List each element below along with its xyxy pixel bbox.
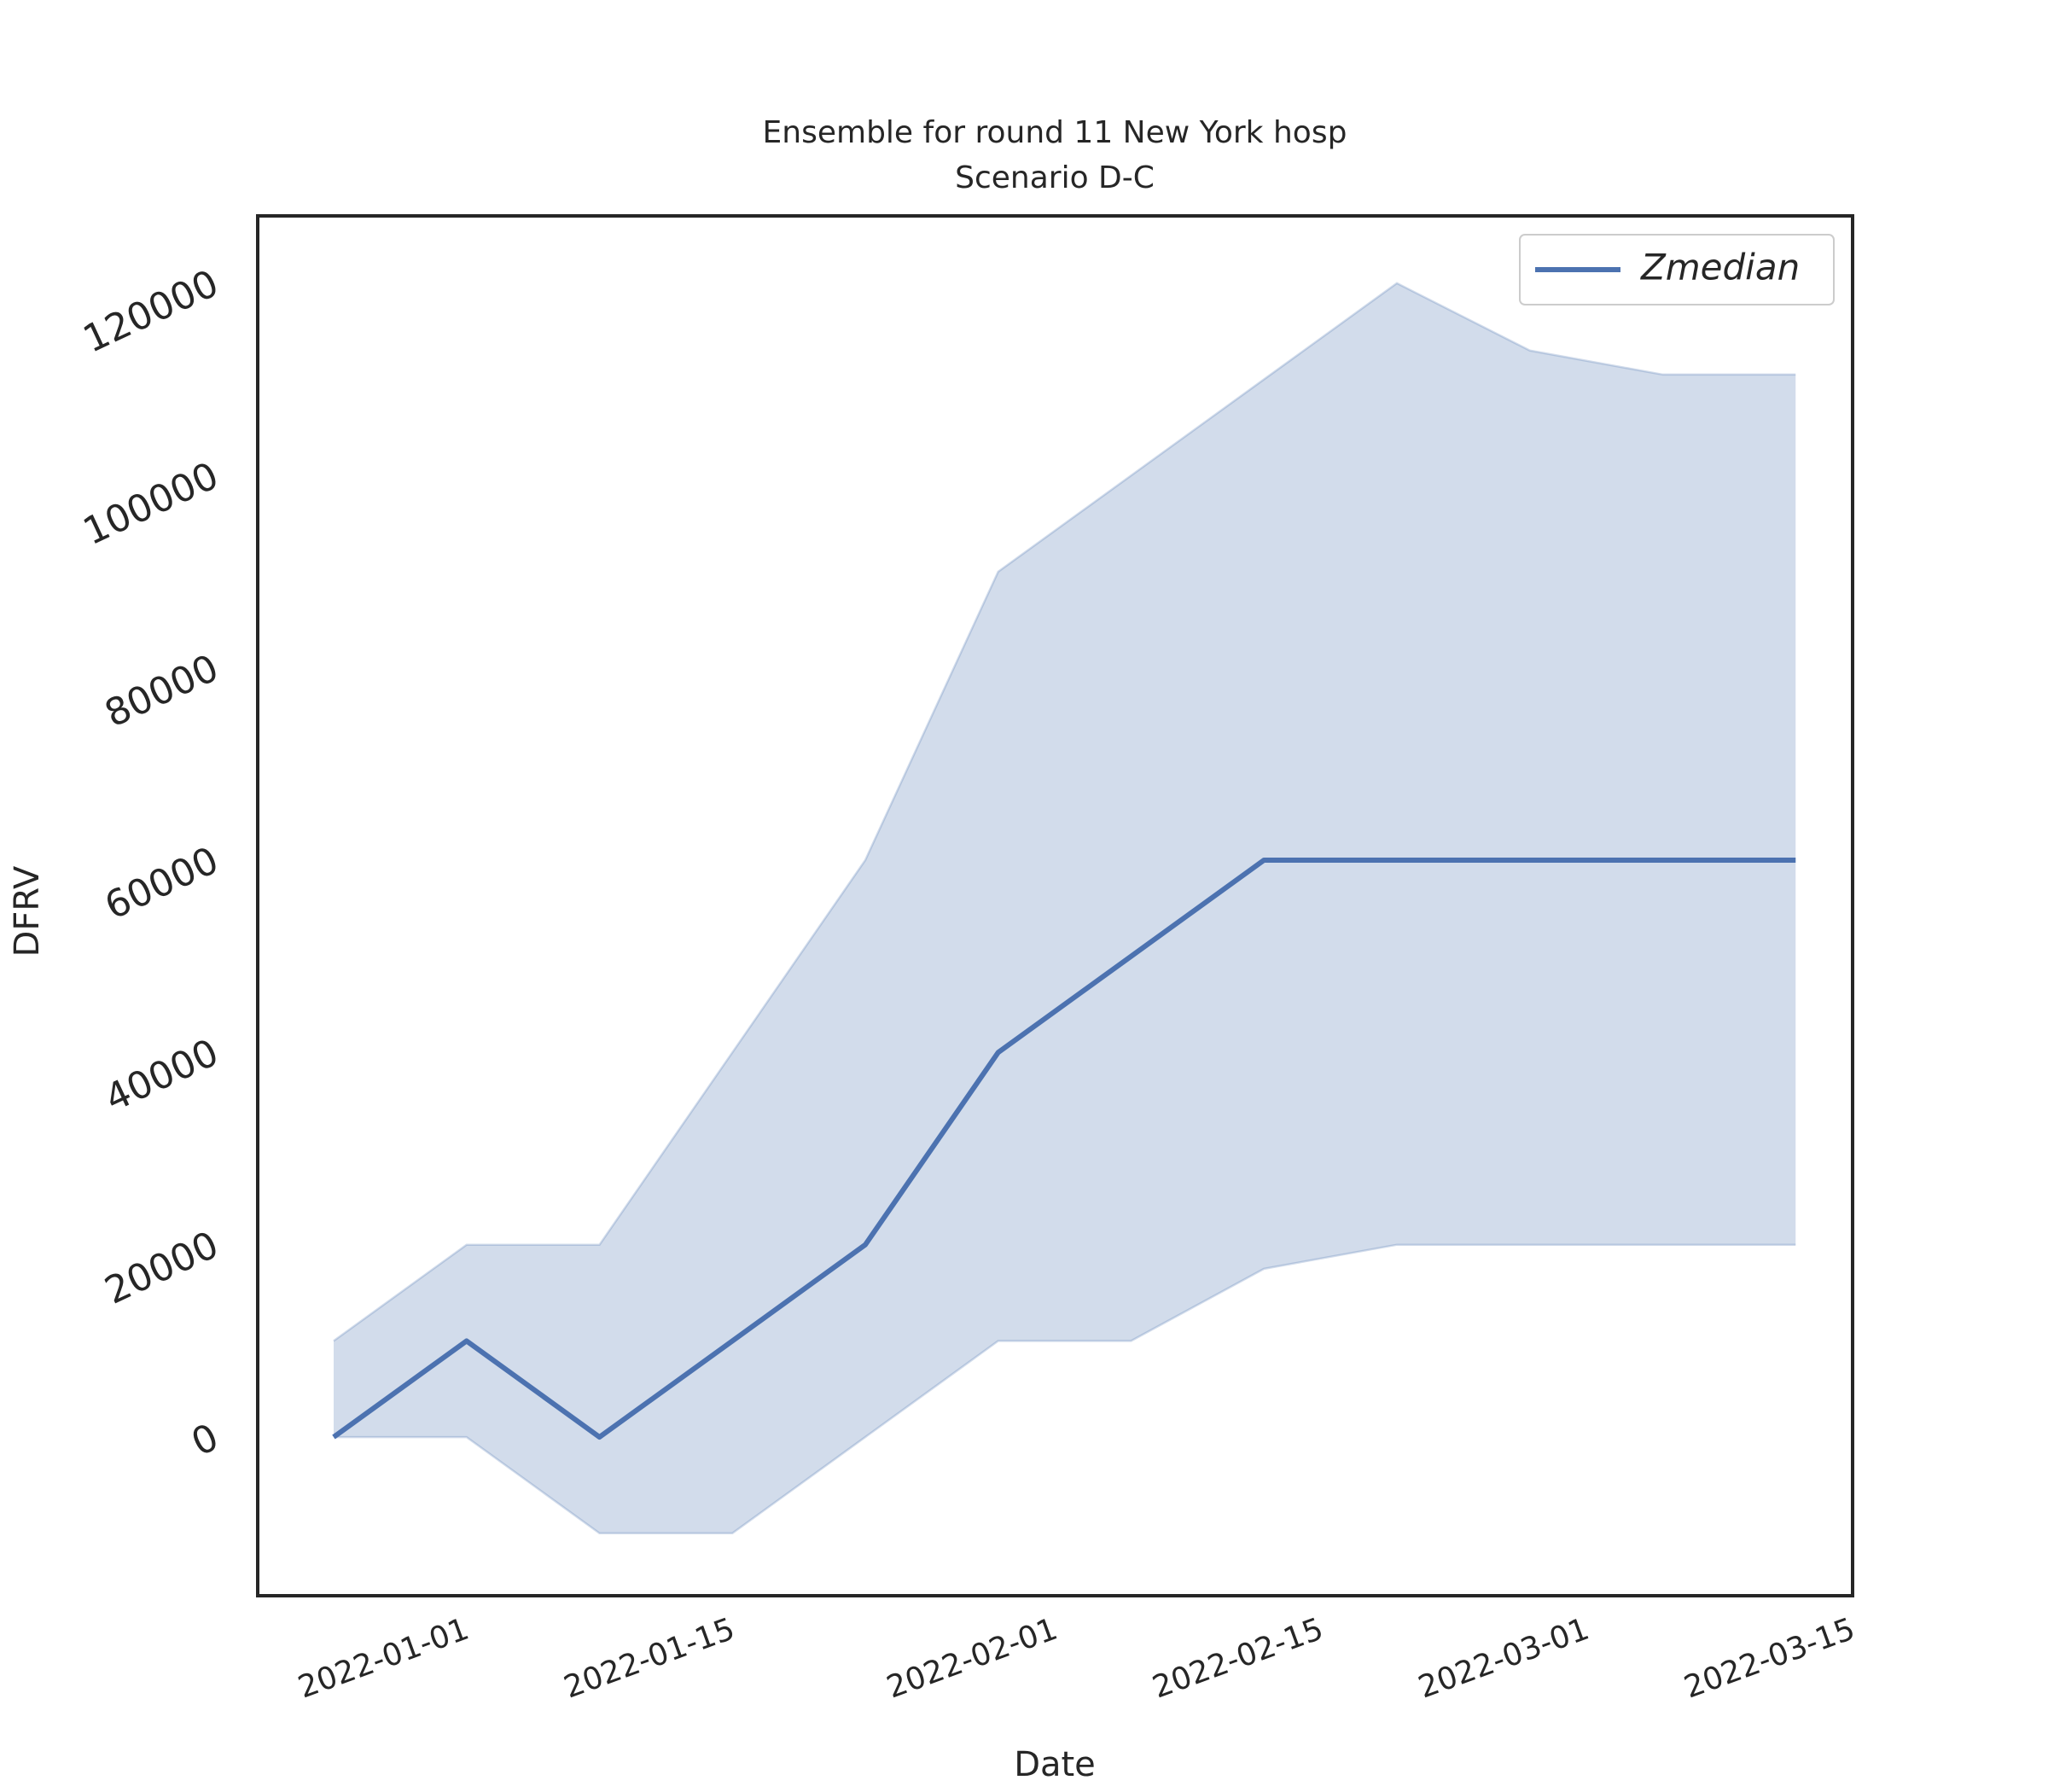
chart-title: Ensemble for round 11 New York hosp xyxy=(763,115,1347,150)
x-tick-label: 2022-03-01 xyxy=(1414,1612,1594,1706)
band-fill xyxy=(334,282,1796,1533)
y-tick-label: 0 xyxy=(185,1416,225,1465)
chart-subtitle: Scenario D-C xyxy=(955,160,1155,195)
y-tick-label: 40000 xyxy=(98,1031,224,1120)
band-upper-edge xyxy=(333,282,1796,1342)
plot-frame xyxy=(256,214,1854,1597)
x-tick-label: 2022-02-01 xyxy=(882,1612,1062,1706)
y-tick-label: 20000 xyxy=(98,1223,224,1312)
x-axis-label: Date xyxy=(1014,1745,1096,1784)
x-tick-label: 2022-02-15 xyxy=(1148,1612,1328,1706)
line xyxy=(332,857,1796,1440)
x-tick-label: 2022-01-15 xyxy=(560,1612,740,1706)
y-axis-label: DFRV xyxy=(8,865,47,957)
x-tick-label: 2022-03-15 xyxy=(1679,1612,1859,1706)
legend-label: Zmedian xyxy=(1640,247,1800,288)
y-tick-label: 60000 xyxy=(98,839,224,928)
y-tick-label: 120000 xyxy=(77,262,225,362)
y-tick-label: 100000 xyxy=(77,454,225,554)
y-tick-label: 80000 xyxy=(98,646,224,736)
legend-box xyxy=(1519,234,1835,305)
band-lower-edge xyxy=(334,1243,1796,1535)
x-tick-label: 2022-01-01 xyxy=(294,1612,474,1706)
